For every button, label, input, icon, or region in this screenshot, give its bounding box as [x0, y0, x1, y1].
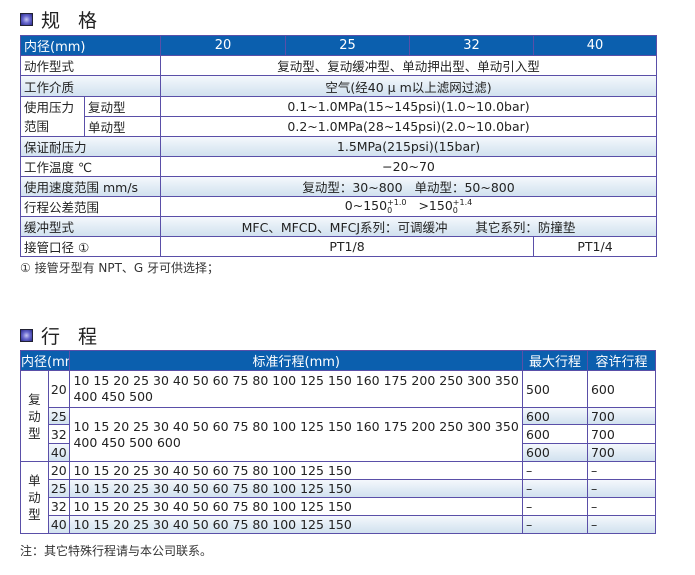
bore: 25 — [47, 407, 71, 425]
row-label: 缓冲型式 — [19, 216, 162, 237]
max: – — [522, 515, 588, 534]
stroke-section-title: 行 程 — [20, 322, 103, 349]
row-value: 复动型、复动缓冲型、单动押出型、单动引入型 — [160, 55, 658, 76]
row-label: 接管口径 ① — [19, 236, 162, 257]
group-single: 单动型 — [20, 461, 49, 534]
row-value: 空气(经40 μ m以上滤网过滤) — [160, 75, 658, 97]
max: 600 — [522, 424, 588, 444]
header-standard: 标准行程(mm) — [69, 350, 523, 371]
header-bore: 内径(mm) — [19, 35, 162, 56]
max: 500 — [522, 370, 588, 408]
section-bullet-icon — [20, 329, 33, 342]
row-value: 0.2~1.0MPa(28~145psi)(2.0~10.0bar) — [160, 116, 658, 137]
bore: 40 — [47, 443, 71, 462]
standard: 10 15 20 25 30 40 50 60 75 80 100 125 15… — [69, 370, 523, 408]
spec-section-title: 规 格 — [20, 6, 103, 33]
max: – — [522, 479, 588, 498]
allow: – — [586, 497, 657, 516]
bore: 32 — [47, 424, 71, 444]
allow: – — [586, 461, 657, 480]
bore: 20 — [47, 370, 71, 408]
header-allow: 容许行程 — [586, 350, 657, 371]
section-bullet-icon — [20, 13, 33, 26]
row-label: 使用压力范围 — [20, 96, 85, 137]
bore: 40 — [47, 515, 71, 534]
standard: 10 15 20 25 30 40 50 60 75 80 100 125 15… — [69, 479, 523, 498]
row-value: −20~70 — [160, 156, 658, 177]
row-label: 动作型式 — [19, 55, 162, 76]
row-label: 保证耐压力 — [19, 136, 162, 157]
row-sublabel: 复动型 — [83, 96, 162, 117]
row-value: MFC、MFCD、MFCJ系列：可调缓冲 其它系列：防撞垫 — [160, 216, 658, 237]
header-bore: 内径(mm) — [19, 350, 71, 371]
row-value: 复动型：30~800 单动型：50~800 — [160, 176, 658, 197]
standard: 10 15 20 25 30 40 50 60 75 80 100 125 15… — [69, 461, 523, 480]
row-value: 0.1~1.0MPa(15~145psi)(1.0~10.0bar) — [160, 96, 658, 117]
header-20: 20 — [160, 35, 287, 56]
max: 600 — [522, 443, 588, 462]
header-25: 25 — [285, 35, 411, 56]
row-value: 1.5MPa(215psi)(15bar) — [160, 136, 658, 157]
row-label: 工作温度 ℃ — [19, 156, 162, 177]
standard: 10 15 20 25 30 40 50 60 75 80 100 125 15… — [69, 515, 523, 534]
spec-table: 内径(mm) 20 25 32 40 动作型式 复动型、复动缓冲型、单动押出型、单动引入型… — [19, 35, 658, 257]
spec-footnote: ① 接管牙型有 NPT、G 牙可供选择； — [20, 261, 220, 275]
allow: 700 — [586, 407, 657, 425]
row-value: PT1/8 — [160, 236, 535, 257]
max: – — [522, 461, 588, 480]
stroke-note: 注：其它特殊行程请与本公司联系。 — [20, 544, 213, 558]
bore: 25 — [47, 479, 71, 498]
row-value: 0~150+1.0 0 >150+1.4 0 — [160, 196, 658, 217]
header-32: 32 — [409, 35, 535, 56]
allow: 600 — [586, 370, 657, 408]
header-40: 40 — [533, 35, 658, 56]
allow: 700 — [586, 443, 657, 462]
max: 600 — [522, 407, 588, 425]
bore: 20 — [47, 461, 71, 480]
standard: 10 15 20 25 30 40 50 60 75 80 100 125 15… — [69, 497, 523, 516]
header-max: 最大行程 — [522, 350, 588, 371]
allow: – — [586, 515, 657, 534]
row-label: 工作介质 — [19, 75, 162, 97]
row-label: 使用速度范围 mm/s — [19, 176, 162, 197]
standard: 10 15 20 25 30 40 50 60 75 80 100 125 15… — [69, 407, 523, 462]
group-double: 复动型 — [20, 370, 49, 462]
max: – — [522, 497, 588, 516]
row-label: 行程公差范围 — [19, 196, 162, 217]
allow: – — [586, 479, 657, 498]
row-value: PT1/4 — [533, 236, 658, 257]
row-sublabel: 单动型 — [83, 116, 162, 137]
allow: 700 — [586, 424, 657, 444]
bore: 32 — [47, 497, 71, 516]
